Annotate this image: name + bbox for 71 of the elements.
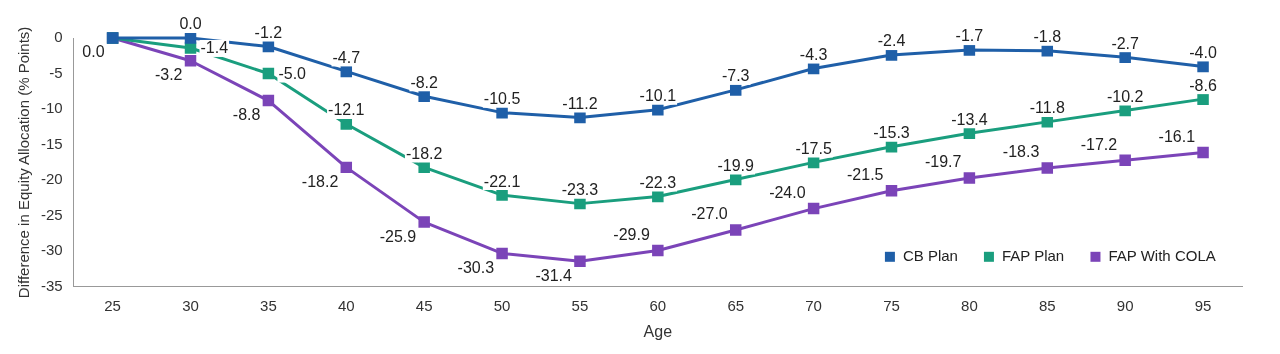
x-tick-label: 35 bbox=[260, 296, 277, 314]
data-label: -3.2 bbox=[154, 66, 183, 84]
data-label: -27.0 bbox=[691, 205, 728, 223]
y-tick-label: -35 bbox=[40, 276, 63, 294]
data-label: -19.7 bbox=[924, 153, 962, 171]
x-tick-label: 70 bbox=[805, 296, 822, 314]
data-label: -1.4 bbox=[200, 39, 229, 57]
data-label: -10.1 bbox=[639, 87, 677, 105]
data-label: -25.9 bbox=[379, 227, 417, 245]
x-tick-label: 60 bbox=[649, 296, 667, 314]
data-label: -22.1 bbox=[483, 172, 521, 190]
legend-label: CB Plan bbox=[902, 246, 958, 264]
data-label: -13.4 bbox=[951, 110, 988, 128]
x-axis-title: Age bbox=[643, 322, 673, 340]
data-label: -8.2 bbox=[410, 73, 439, 91]
data-label: -21.5 bbox=[847, 166, 884, 184]
y-tick-label: -25 bbox=[40, 205, 63, 223]
data-label: -4.0 bbox=[1189, 43, 1217, 61]
data-label: -5.0 bbox=[278, 64, 307, 82]
x-tick-label: 95 bbox=[1194, 296, 1212, 314]
data-label: -18.2 bbox=[405, 144, 443, 162]
data-label: -4.7 bbox=[332, 48, 361, 66]
x-tick-label: 30 bbox=[182, 296, 199, 314]
data-label: -2.7 bbox=[1111, 34, 1140, 52]
data-label: 0.0 bbox=[179, 15, 202, 33]
data-label: -24.0 bbox=[769, 184, 806, 202]
y-tick-label: -20 bbox=[40, 170, 63, 188]
data-label: -10.5 bbox=[483, 90, 521, 108]
data-label: -2.4 bbox=[877, 32, 906, 50]
data-label: -1.7 bbox=[955, 27, 984, 45]
data-label: -11.8 bbox=[1029, 99, 1066, 117]
data-label: -23.3 bbox=[561, 181, 599, 199]
x-tick-label: 85 bbox=[1038, 296, 1056, 314]
data-label: -1.2 bbox=[254, 23, 283, 41]
x-tick-label: 80 bbox=[961, 296, 978, 314]
x-tick-label: 55 bbox=[571, 296, 589, 314]
data-label: 0.0 bbox=[82, 43, 105, 61]
data-label: -11.2 bbox=[562, 95, 598, 113]
data-label: -29.9 bbox=[613, 225, 650, 243]
data-label: -17.5 bbox=[795, 139, 832, 157]
y-axis-title: Difference in Equity Allocation (% Points) bbox=[15, 26, 33, 299]
x-tick-label: 65 bbox=[727, 296, 745, 314]
y-tick-label: -30 bbox=[40, 241, 63, 259]
data-label: -4.3 bbox=[799, 45, 828, 63]
x-tick-label: 50 bbox=[493, 296, 511, 314]
x-tick-label: 40 bbox=[337, 296, 355, 314]
data-label: -18.3 bbox=[1002, 143, 1040, 161]
data-label: -7.3 bbox=[721, 67, 750, 85]
legend-label: FAP With COLA bbox=[1108, 246, 1216, 264]
data-label: -18.2 bbox=[301, 172, 339, 190]
x-tick-label: 90 bbox=[1116, 296, 1134, 314]
data-label: -22.3 bbox=[639, 173, 677, 191]
y-tick-label: -15 bbox=[40, 134, 63, 152]
data-label: -8.6 bbox=[1189, 76, 1217, 94]
x-tick-label: 45 bbox=[415, 296, 433, 314]
x-tick-label: 25 bbox=[104, 296, 121, 314]
data-label: -1.8 bbox=[1033, 28, 1062, 46]
data-label: -12.1 bbox=[328, 101, 365, 119]
data-label: -15.3 bbox=[873, 124, 910, 142]
data-label: -30.3 bbox=[457, 258, 495, 276]
data-label: -31.4 bbox=[535, 266, 573, 284]
data-label: -19.9 bbox=[717, 156, 755, 174]
data-label: -8.8 bbox=[232, 105, 261, 123]
data-label: -10.2 bbox=[1106, 87, 1144, 105]
y-tick-label: -5 bbox=[49, 63, 63, 81]
data-label: -16.1 bbox=[1158, 127, 1196, 145]
data-label: -17.2 bbox=[1080, 135, 1118, 153]
x-tick-label: 75 bbox=[883, 296, 900, 314]
legend-label: FAP Plan bbox=[1001, 246, 1065, 264]
y-tick-label: 0 bbox=[54, 28, 63, 46]
y-tick-label: -10 bbox=[40, 99, 63, 117]
